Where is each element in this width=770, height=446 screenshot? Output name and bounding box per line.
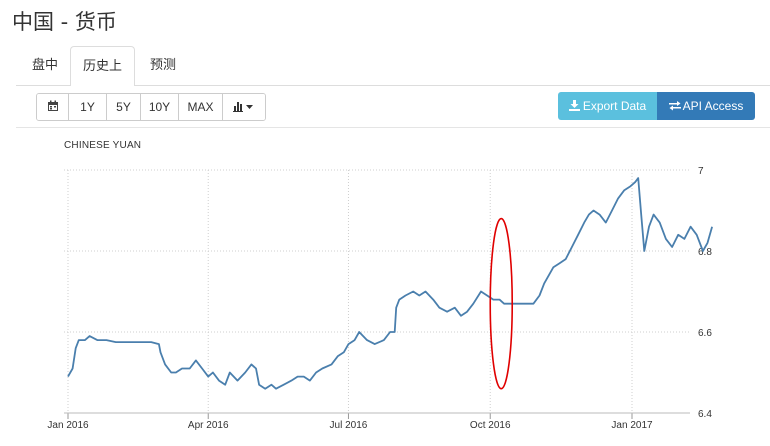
x-tick-label: Apr 2016 (188, 420, 229, 431)
calendar-icon (47, 100, 58, 111)
tab-forecast[interactable]: 预测 (150, 58, 177, 73)
range-5y-button[interactable]: 5Y (107, 94, 141, 120)
series-line (67, 177, 713, 390)
chevron-down-icon (246, 105, 253, 109)
x-tick-label: Jul 2016 (330, 420, 368, 431)
line-chart: Jan 2016 Apr 2016 Jul 2016 Oct 2016 Jan 2017… (47, 166, 713, 431)
annotation-ellipse (489, 217, 514, 390)
api-access-button[interactable]: API Access (657, 92, 755, 120)
export-data-button[interactable]: Export Data (558, 92, 657, 120)
calendar-button[interactable] (37, 94, 69, 120)
api-access-label: API Access (682, 99, 744, 113)
y-tick-label: 7 (698, 166, 704, 177)
page-title: 中国 - 货币 (12, 10, 117, 34)
exchange-icon (668, 101, 681, 111)
range-10y-button[interactable]: 10Y (141, 94, 179, 120)
y-tick-label: 6.6 (698, 328, 712, 339)
y-tick-label: 6.4 (698, 409, 712, 420)
range-button-group: 1Y 5Y 10Y MAX (36, 93, 266, 121)
x-tick-label: Jan 2016 (47, 420, 89, 431)
bar-chart-icon (233, 102, 253, 112)
chart-type-dropdown[interactable] (223, 94, 265, 120)
tab-intraday[interactable]: 盘中 (32, 58, 59, 73)
chart-toolbar: 1Y 5Y 10Y MAX Export Data API Access (16, 86, 770, 128)
x-tick-label: Oct 2016 (470, 420, 511, 431)
range-max-button[interactable]: MAX (179, 94, 223, 120)
x-tick-label: Jan 2017 (611, 420, 653, 431)
y-tick-label: 6.8 (698, 247, 712, 258)
tab-historical[interactable]: 历史上 (70, 46, 136, 87)
export-data-label: Export Data (582, 99, 647, 113)
download-icon (568, 100, 580, 111)
tab-bar: 盘中 历史上 预测 (16, 46, 770, 87)
chart-title: CHINESE YUAN (64, 140, 142, 151)
range-1y-button[interactable]: 1Y (69, 94, 107, 120)
